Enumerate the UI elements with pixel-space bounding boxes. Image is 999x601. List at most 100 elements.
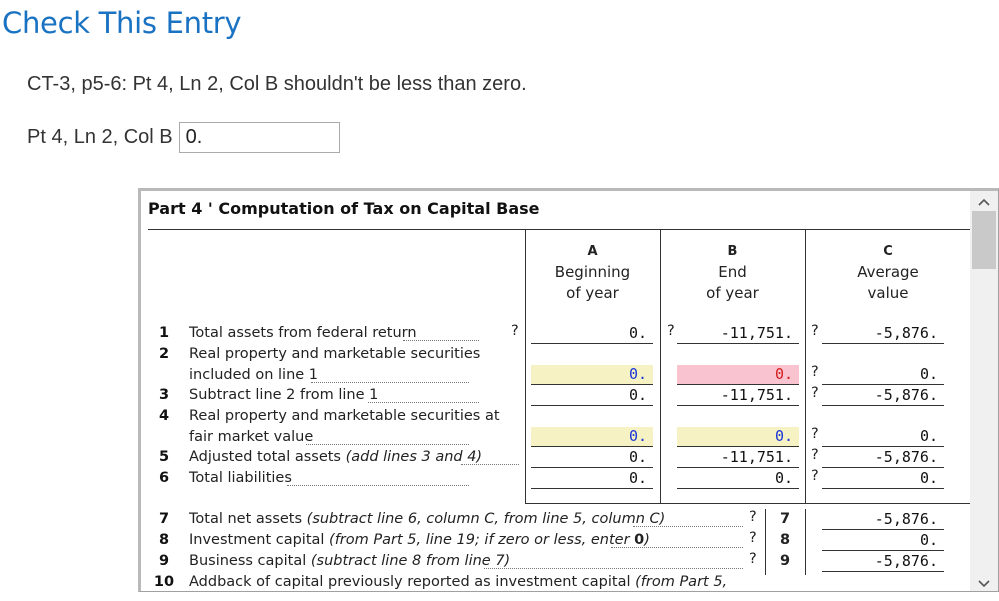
line-number: 3 <box>158 387 170 403</box>
dot-leader <box>306 444 469 445</box>
line-description-hint: (from Part 5, <box>635 574 728 590</box>
cell-4c[interactable]: 0. <box>822 427 944 447</box>
cell-4a[interactable]: 0. <box>531 427 653 447</box>
dot-leader <box>403 340 479 341</box>
error-message: CT-3, p5-6: Pt 4, Ln 2, Col B shouldn't … <box>27 73 527 95</box>
dot-leader <box>311 382 469 383</box>
line-description-text: Total net assets <box>189 511 307 527</box>
help-icon[interactable]: ? <box>749 530 757 546</box>
cell-1c[interactable]: -5,876. <box>822 324 944 344</box>
help-icon[interactable]: ? <box>811 323 819 339</box>
column-label: End <box>718 263 747 281</box>
column-divider <box>765 509 766 575</box>
box-number: 7 <box>779 511 791 527</box>
cell-5a[interactable]: 0. <box>531 448 653 468</box>
column-letter: B <box>727 244 738 259</box>
field-label: Pt 4, Ln 2, Col B <box>27 125 173 148</box>
line-description: Total liabilities <box>189 470 292 486</box>
line-number: 4 <box>158 408 170 424</box>
column-divider <box>660 229 661 503</box>
column-label: of year <box>566 284 619 302</box>
cell-2c[interactable]: 0. <box>822 365 944 385</box>
column-header-a: A Beginning of year <box>525 241 660 304</box>
column-header-c: C Average value <box>805 241 971 304</box>
help-icon[interactable]: ? <box>811 385 819 401</box>
cell-3a[interactable]: 0. <box>531 386 653 406</box>
line-description-text: Investment capital <box>189 532 330 548</box>
line-description: Subtract line 2 from line 1 <box>189 387 379 403</box>
chevron-up-icon[interactable] <box>970 193 998 211</box>
dot-leader <box>611 547 743 548</box>
column-label: Average <box>857 263 919 281</box>
line-number: 6 <box>158 470 170 486</box>
divider <box>148 229 971 230</box>
vertical-scrollbar[interactable] <box>970 191 998 591</box>
help-icon[interactable]: ? <box>667 323 675 339</box>
cell-6c[interactable]: 0. <box>822 469 944 489</box>
line-description: Total net assets (subtract line 6, colum… <box>189 511 665 527</box>
cell-9c[interactable]: -5,876. <box>822 552 944 572</box>
chevron-down-icon[interactable] <box>970 575 998 591</box>
line-number: 1 <box>158 325 170 341</box>
cell-1b[interactable]: -11,751. <box>677 324 799 344</box>
dot-leader <box>461 464 519 465</box>
line-description: Adjusted total assets (add lines 3 and 4… <box>189 449 482 465</box>
cell-3b[interactable]: -11,751. <box>677 386 799 406</box>
form-content: Part 4 ' Computation of Tax on Capital B… <box>141 191 971 591</box>
column-label: Beginning <box>554 263 631 281</box>
line-description-hint: (from Part 5, line 19; if zero or less, … <box>329 532 635 548</box>
line-description: fair market value <box>189 429 314 445</box>
dot-leader <box>368 402 479 403</box>
line-number: 5 <box>158 449 170 465</box>
help-icon[interactable]: ? <box>811 468 819 484</box>
help-icon[interactable]: ? <box>511 323 519 339</box>
line-number: 7 <box>158 511 170 527</box>
line-number: 10 <box>153 574 175 590</box>
column-divider <box>525 229 526 503</box>
line-description-text: Addback of capital previously reported a… <box>189 574 636 590</box>
column-header-b: B End of year <box>660 241 805 304</box>
cell-2b[interactable]: 0. <box>677 365 799 385</box>
line-number: 2 <box>158 346 170 362</box>
line-description: Total assets from federal return <box>189 325 417 341</box>
part-title: Part 4 ' Computation of Tax on Capital B… <box>148 199 540 218</box>
cell-3c[interactable]: -5,876. <box>822 386 944 406</box>
line-number: 9 <box>158 553 170 569</box>
help-icon[interactable]: ? <box>811 364 819 380</box>
cell-1a[interactable]: 0. <box>531 324 653 344</box>
help-icon[interactable]: ? <box>749 509 757 525</box>
line-description-hint: (subtract line 8 from line 7) <box>310 553 511 569</box>
column-label: value <box>867 284 909 302</box>
cell-5c[interactable]: -5,876. <box>822 448 944 468</box>
column-letter: C <box>883 244 893 259</box>
cell-6b[interactable]: 0. <box>677 469 799 489</box>
help-icon[interactable]: ? <box>749 551 757 567</box>
form-viewer: Part 4 ' Computation of Tax on Capital B… <box>138 188 999 592</box>
line-description-hint: (subtract line 6, column C, from line 5,… <box>306 511 666 527</box>
line-description-bold: 0 <box>634 532 645 548</box>
column-divider <box>805 229 806 503</box>
column-divider <box>805 509 806 575</box>
cell-2a[interactable]: 0. <box>531 365 653 385</box>
dot-leader <box>633 526 743 527</box>
line-description: included on line 1 <box>189 367 319 383</box>
line-description: Real property and marketable securities <box>189 346 481 362</box>
line-description: Real property and marketable securities … <box>189 408 500 424</box>
help-icon[interactable]: ? <box>811 426 819 442</box>
cell-5b[interactable]: -11,751. <box>677 448 799 468</box>
line-description-end: ) <box>644 532 650 548</box>
field-row: Pt 4, Ln 2, Col B <box>27 121 340 153</box>
cell-8c[interactable]: 0. <box>822 531 944 551</box>
column-letter: A <box>587 244 598 259</box>
cell-6a[interactable]: 0. <box>531 469 653 489</box>
line-description-text: Adjusted total assets <box>189 449 346 465</box>
help-icon[interactable]: ? <box>811 447 819 463</box>
field-value-input[interactable] <box>178 121 340 153</box>
line-number: 8 <box>158 532 170 548</box>
cell-7c[interactable]: -5,876. <box>822 510 944 530</box>
column-label: of year <box>706 284 759 302</box>
divider <box>525 503 971 504</box>
box-number: 9 <box>779 553 791 569</box>
scroll-thumb[interactable] <box>972 211 996 269</box>
cell-4b[interactable]: 0. <box>677 427 799 447</box>
